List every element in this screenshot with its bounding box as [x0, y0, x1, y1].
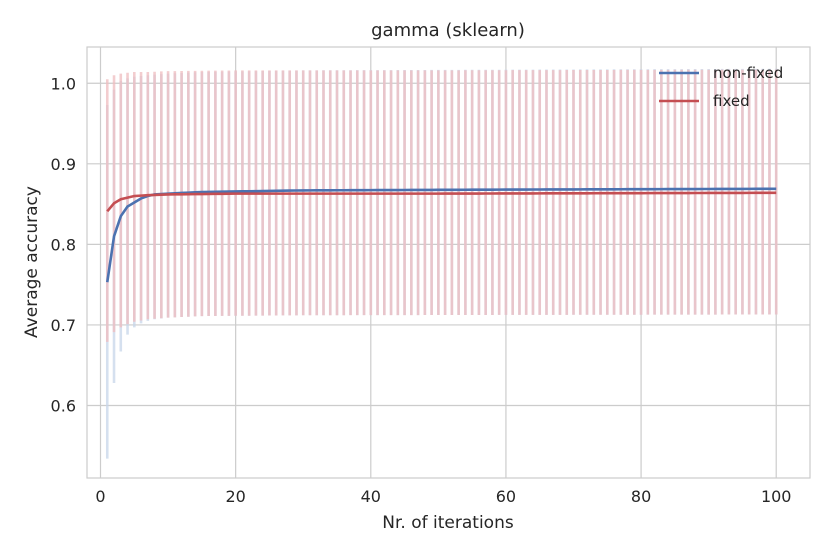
x-tick-label: 40 [361, 487, 381, 506]
y-tick-label: 0.6 [51, 396, 76, 415]
series-line-non-fixed [105, 187, 777, 283]
x-tick-label: 100 [761, 487, 792, 506]
x-tick-label: 80 [631, 487, 651, 506]
y-tick-label: 0.8 [51, 235, 76, 254]
series-lines [105, 187, 777, 283]
y-tick-label: 0.9 [51, 155, 76, 174]
legend-label-non-fixed: non-fixed [713, 64, 783, 82]
x-axis-label: Nr. of iterations [382, 513, 514, 533]
chart-title: gamma (sklearn) [371, 20, 525, 41]
series-line-fixed [106, 191, 777, 213]
y-tick-label: 0.7 [51, 316, 76, 335]
legend-label-fixed: fixed [713, 92, 750, 110]
x-tick-label: 20 [225, 487, 245, 506]
plot-frame [86, 46, 811, 479]
y-tick-label: 1.0 [51, 74, 76, 93]
legend: non-fixed fixed [659, 64, 783, 110]
x-tick-label: 0 [95, 487, 105, 506]
error-bars [105, 68, 778, 459]
y-axis-label: Average accuracy [22, 186, 42, 338]
tick-labels: 0 20 40 60 80 100 0.6 0.7 0.8 0.9 1.0 [51, 74, 792, 506]
x-tick-label: 60 [496, 487, 516, 506]
